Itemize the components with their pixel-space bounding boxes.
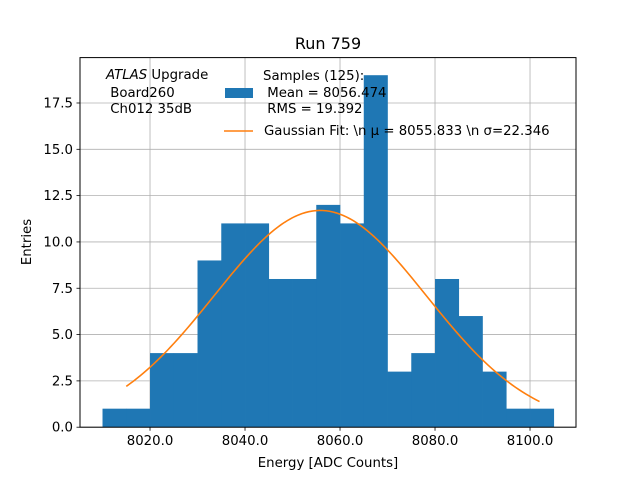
axes-frame [79, 57, 577, 428]
histogram-bar [506, 408, 531, 428]
histogram-bar [268, 278, 293, 428]
x-tick-label: 8100.0 [507, 434, 554, 449]
histogram-bar [530, 408, 555, 428]
y-tick-label: 17.5 [43, 96, 73, 111]
annotation-atlas: ATLAS [105, 68, 148, 83]
gaussian-fit [125, 209, 540, 403]
legend-patch-samples [225, 88, 253, 98]
y-tick-label: 7.5 [52, 282, 73, 297]
y-tick-label: 10.0 [43, 235, 73, 250]
y-tick-label: 15.0 [43, 143, 73, 158]
y-axis-ticks: 0.0 2.5 5.0 7.5 10.0 12.5 15.0 17.5 [43, 96, 80, 436]
x-tick-label: 8040.0 [222, 434, 269, 449]
histogram-bars [102, 75, 555, 428]
legend-samples-line-1: Samples (125): [263, 69, 364, 84]
annotation-line-3: Ch012 35dB [106, 102, 192, 117]
histogram-bar [411, 353, 436, 428]
histogram-bar [126, 408, 151, 428]
legend-fit-label: Gaussian Fit: \n μ = 8055.833 \n σ=22.34… [264, 124, 550, 139]
histogram-bar [102, 408, 127, 428]
histogram-bar [292, 278, 317, 428]
y-tick-label: 12.5 [43, 189, 73, 204]
y-tick-label: 5.0 [52, 328, 73, 343]
histogram-bar [150, 353, 175, 428]
annotation-line-2: Board260 [106, 86, 175, 101]
y-axis-label: Entries [20, 219, 35, 265]
histogram-bar [435, 278, 460, 428]
histogram-bar [363, 75, 388, 428]
y-tick-label: 0.0 [52, 421, 73, 436]
x-tick-label: 8060.0 [317, 434, 364, 449]
histogram-bar [245, 223, 270, 428]
histogram-bar [173, 353, 198, 428]
histogram-bar [221, 223, 246, 428]
annotation-upgrade: Upgrade [147, 68, 208, 83]
histogram-bar [482, 371, 507, 428]
legend-samples-line-3: RMS = 19.392 [263, 102, 363, 117]
legend: Samples (125): Mean = 8056.474 RMS = 19.… [224, 69, 550, 139]
histogram-bar [197, 260, 222, 428]
x-tick-label: 8080.0 [412, 434, 459, 449]
legend-samples-line-2: Mean = 8056.474 [263, 86, 387, 101]
y-tick-label: 2.5 [52, 374, 73, 389]
x-axis-label: Energy [ADC Counts] [258, 456, 398, 471]
histogram-bar [458, 316, 483, 428]
histogram-bar [340, 223, 365, 428]
annotation-line-1: ATLAS Upgrade [105, 68, 208, 83]
x-tick-label: 8020.0 [127, 434, 174, 449]
histogram-bar [316, 204, 341, 428]
chart-title: Run 759 [295, 34, 361, 53]
atlas-annotation: ATLAS Upgrade Board260 Ch012 35dB [105, 68, 208, 117]
x-axis-ticks: 8020.0 8040.0 8060.0 8080.0 8100.0 [127, 427, 554, 449]
gaussian-fit-curve [125, 209, 540, 403]
histogram-bar [387, 371, 412, 428]
